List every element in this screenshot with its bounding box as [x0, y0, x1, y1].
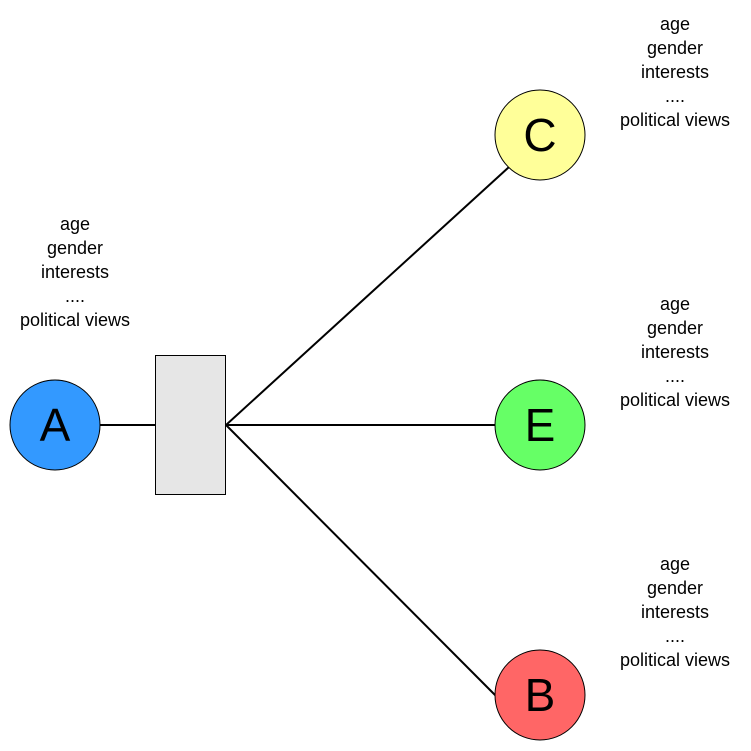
attribute-line: age: [659, 14, 691, 34]
attribute-line: ....: [664, 366, 685, 386]
node-a-circle: [9, 379, 101, 471]
attribute-line: gender: [646, 318, 704, 338]
node-c-label: C: [523, 109, 556, 161]
attribute-line: political views: [619, 390, 731, 410]
attribute-line: political views: [619, 650, 731, 670]
attributes-a: age gender interests .... political view…: [0, 212, 155, 332]
node-c-circle: [494, 89, 586, 181]
node-e-circle: [494, 379, 586, 471]
attribute-line: interests: [40, 262, 110, 282]
node-a-label: A: [40, 399, 71, 451]
edge-hub-c: [225, 166, 510, 426]
node-b-label: B: [525, 669, 556, 721]
attribute-line: political views: [19, 310, 131, 330]
attribute-line: ....: [664, 626, 685, 646]
attribute-line: gender: [646, 38, 704, 58]
attribute-line: gender: [46, 238, 104, 258]
attributes-c: age gender interests .... political view…: [595, 12, 751, 132]
attribute-line: political views: [619, 110, 731, 130]
node-e-label: E: [525, 399, 556, 451]
attributes-b: age gender interests .... political view…: [595, 552, 751, 672]
attribute-line: gender: [646, 578, 704, 598]
node-e: E: [494, 379, 586, 471]
hub-box: [155, 355, 226, 495]
attribute-line: interests: [640, 602, 710, 622]
node-a: A: [9, 379, 101, 471]
node-b: B: [494, 649, 586, 741]
attribute-line: ....: [664, 86, 685, 106]
attribute-line: age: [59, 214, 91, 234]
attributes-e: age gender interests .... political view…: [595, 292, 751, 412]
attribute-line: age: [659, 294, 691, 314]
attribute-line: age: [659, 554, 691, 574]
attribute-line: interests: [640, 342, 710, 362]
edge-hub-b: [225, 424, 498, 698]
attribute-line: interests: [640, 62, 710, 82]
attribute-line: ....: [64, 286, 85, 306]
node-b-circle: [494, 649, 586, 741]
node-c: C: [494, 89, 586, 181]
